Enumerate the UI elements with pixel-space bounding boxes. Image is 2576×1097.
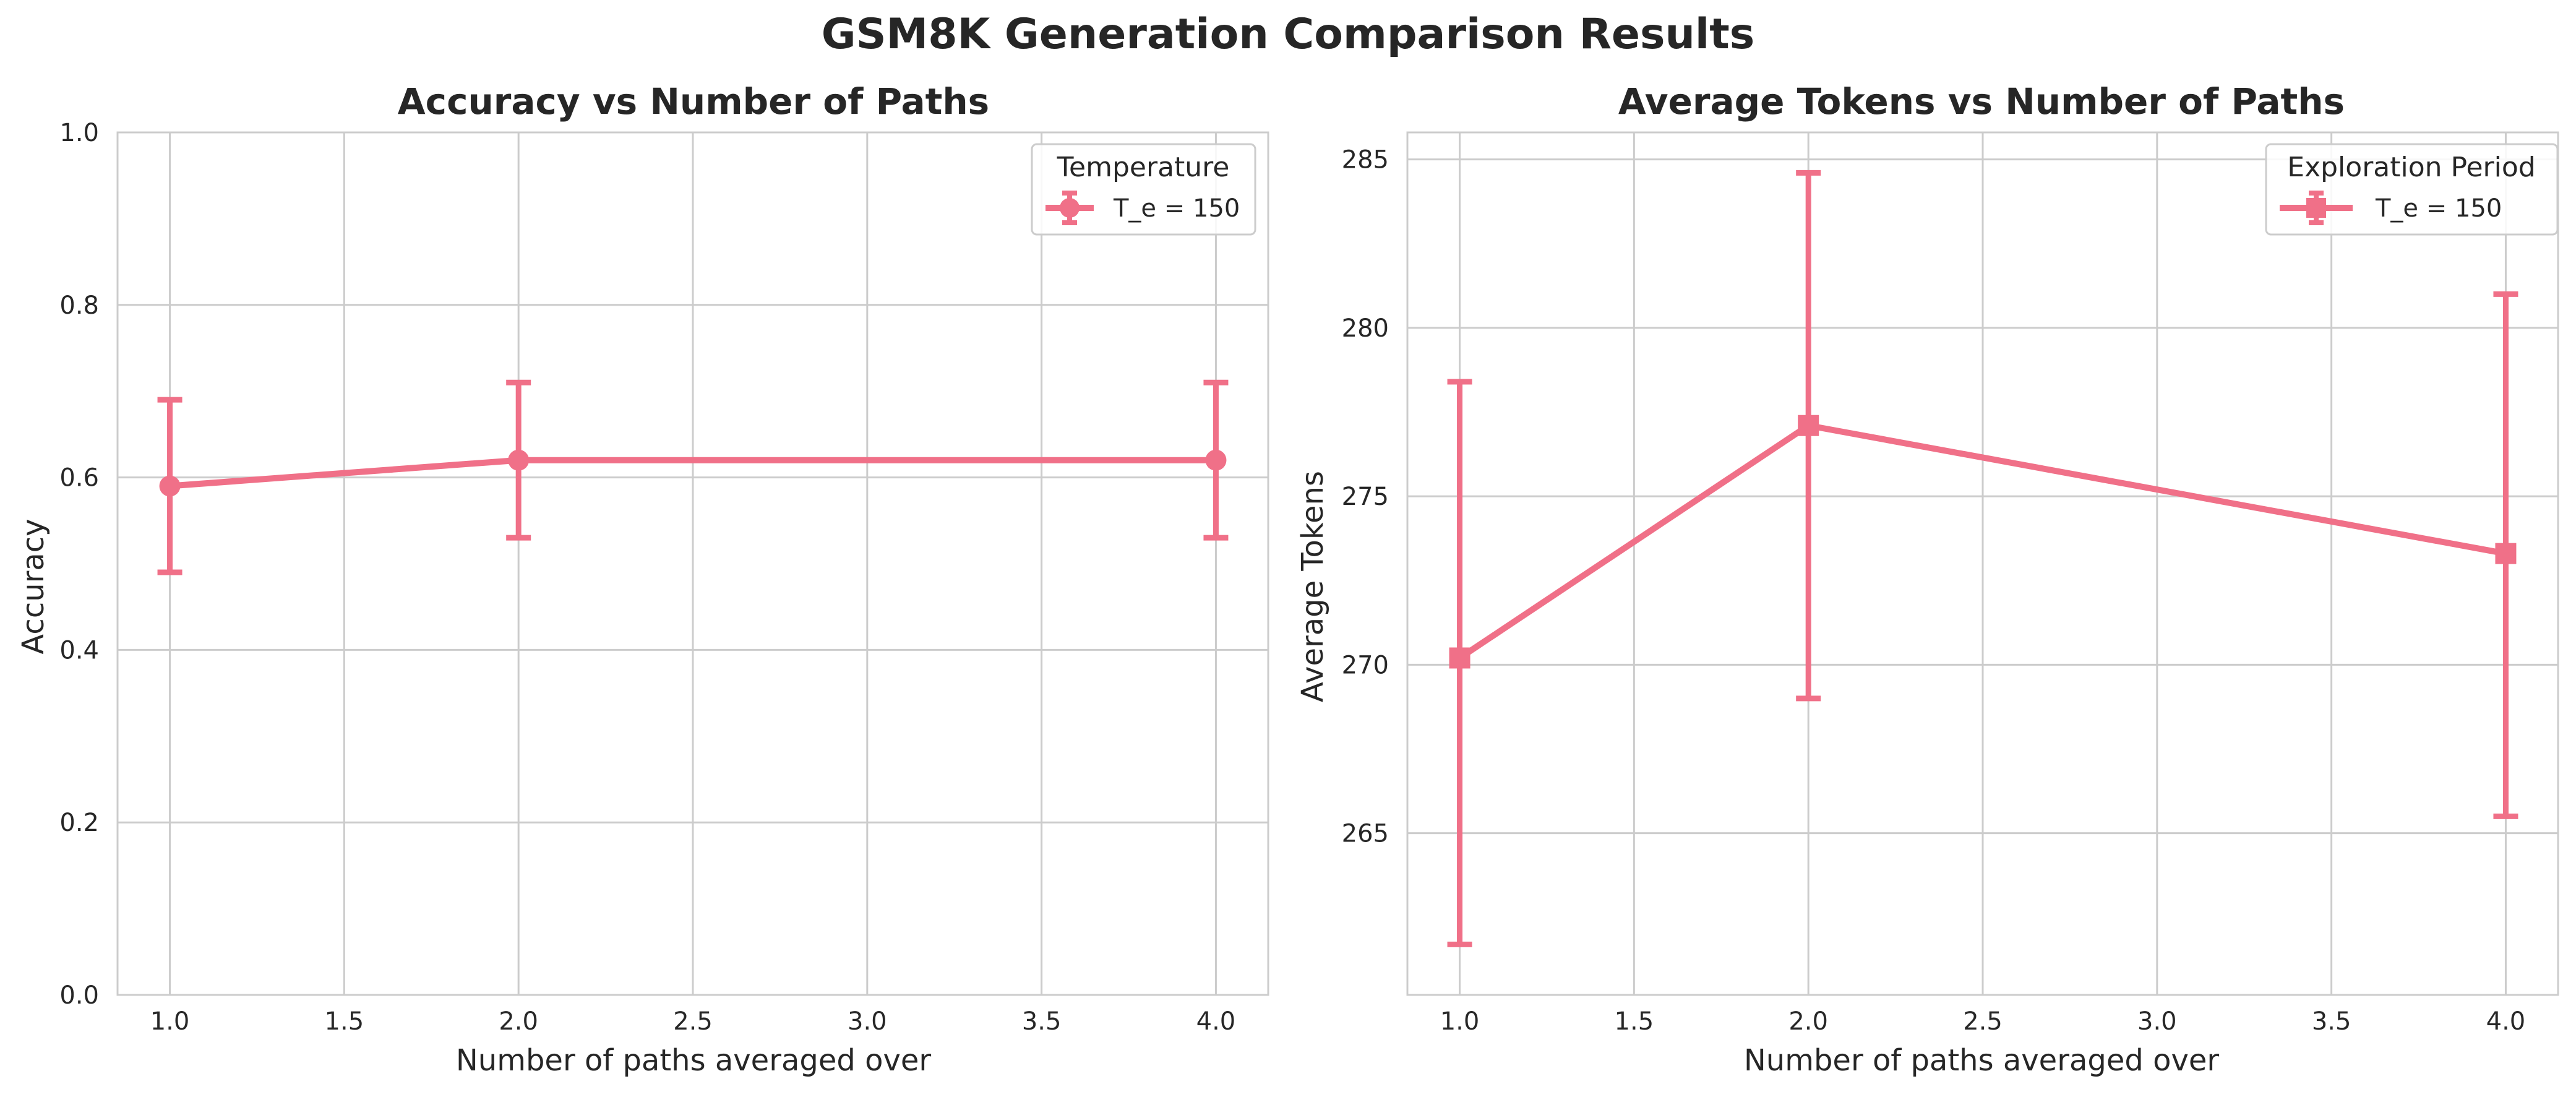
tokens-legend-point	[2306, 198, 2326, 218]
accuracy-chart-x-label: Number of paths averaged over	[456, 1043, 932, 1078]
tokens-y-tick-label: 270	[1342, 651, 1389, 679]
accuracy-chart-grid	[118, 131, 1268, 996]
tokens-plot-frame	[1406, 131, 2559, 996]
accuracy-chart-x-ticks: 1.0 1.5 2.0 2.5 3.0 3.5 4.0	[150, 1007, 1236, 1036]
tokens-x-tick-label: 3.0	[2137, 1007, 2177, 1036]
tokens-chart-axes	[1406, 131, 2559, 996]
accuracy-data-point	[1205, 449, 1227, 471]
tokens-y-tick-label: 280	[1342, 314, 1389, 343]
accuracy-chart-y-label: Accuracy	[16, 518, 51, 654]
accuracy-chart-legend: Temperature T_e = 150	[1031, 143, 1256, 236]
tokens-x-tick-label: 3.5	[2312, 1007, 2351, 1036]
accuracy-legend-entry: T_e = 150	[1113, 194, 1240, 223]
accuracy-x-tick-label: 2.0	[499, 1007, 538, 1036]
tokens-y-tick-label: 275	[1342, 483, 1389, 511]
tokens-x-tick-label: 1.0	[1440, 1007, 1480, 1036]
tokens-chart-grid	[1407, 132, 2558, 995]
tokens-chart-y-label: Average Tokens	[1295, 471, 1330, 702]
accuracy-y-tick-label: 0.0	[59, 981, 99, 1010]
tokens-chart-series	[1447, 170, 2518, 947]
accuracy-y-tick-label: 0.8	[59, 291, 99, 320]
tokens-chart-legend: Exploration Period T_e = 150	[2265, 143, 2559, 236]
accuracy-y-tick-label: 1.0	[59, 119, 99, 147]
tokens-chart-title: Average Tokens vs Number of Paths	[1618, 80, 2345, 123]
tokens-chart-x-label: Number of paths averaged over	[1744, 1043, 2220, 1078]
tokens-chart-x-ticks: 1.0 1.5 2.0 2.5 3.0 3.5 4.0	[1440, 1007, 2526, 1036]
accuracy-y-tick-label: 0.6	[59, 464, 99, 493]
accuracy-chart-panel: Accuracy vs Number of Paths 1.0 1.5 2.0 2.5…	[16, 80, 1269, 1078]
accuracy-y-tick-label: 0.2	[59, 809, 99, 837]
accuracy-chart-y-ticks: 0.0 0.2 0.4 0.6 0.8 1.0	[59, 119, 99, 1010]
accuracy-y-tick-label: 0.4	[59, 636, 99, 665]
tokens-x-tick-label: 4.0	[2486, 1007, 2526, 1036]
accuracy-data-point	[159, 475, 181, 497]
tokens-chart-y-ticks: 265 270 275 280 285	[1342, 146, 1389, 848]
tokens-data-point	[1449, 647, 1470, 669]
accuracy-x-tick-label: 3.0	[848, 1007, 887, 1036]
accuracy-x-tick-label: 2.5	[673, 1007, 713, 1036]
tokens-legend-title: Exploration Period	[2287, 152, 2535, 183]
accuracy-chart-axes	[116, 131, 1269, 996]
tokens-x-tick-label: 2.0	[1788, 1007, 1828, 1036]
tokens-x-tick-label: 2.5	[1963, 1007, 2003, 1036]
accuracy-chart-series	[157, 379, 1229, 575]
accuracy-x-tick-label: 1.5	[325, 1007, 364, 1036]
accuracy-legend-title: Temperature	[1057, 152, 1230, 183]
tokens-data-point	[1798, 415, 1819, 436]
tokens-y-tick-label: 265	[1342, 820, 1389, 848]
accuracy-x-tick-label: 3.5	[1022, 1007, 1062, 1036]
accuracy-x-tick-label: 4.0	[1196, 1007, 1236, 1036]
tokens-legend-box	[2265, 143, 2559, 236]
accuracy-legend-marker	[1045, 191, 1094, 225]
accuracy-legend-point	[1060, 198, 1080, 218]
tokens-chart-panel: Average Tokens vs Number of Paths 1.0 1.5…	[1295, 80, 2559, 1078]
tokens-legend-marker	[2280, 191, 2353, 225]
accuracy-x-tick-label: 1.0	[150, 1007, 190, 1036]
accuracy-legend-box	[1031, 143, 1256, 236]
figure-suptitle: GSM8K Generation Comparison Results	[822, 10, 1754, 59]
accuracy-plot-frame	[116, 131, 1269, 996]
accuracy-data-point	[508, 449, 530, 471]
tokens-y-tick-label: 285	[1342, 146, 1389, 174]
tokens-x-tick-label: 1.5	[1615, 1007, 1654, 1036]
accuracy-chart-title: Accuracy vs Number of Paths	[398, 80, 989, 123]
tokens-data-point	[2495, 543, 2517, 564]
tokens-legend-entry: T_e = 150	[2375, 194, 2502, 223]
